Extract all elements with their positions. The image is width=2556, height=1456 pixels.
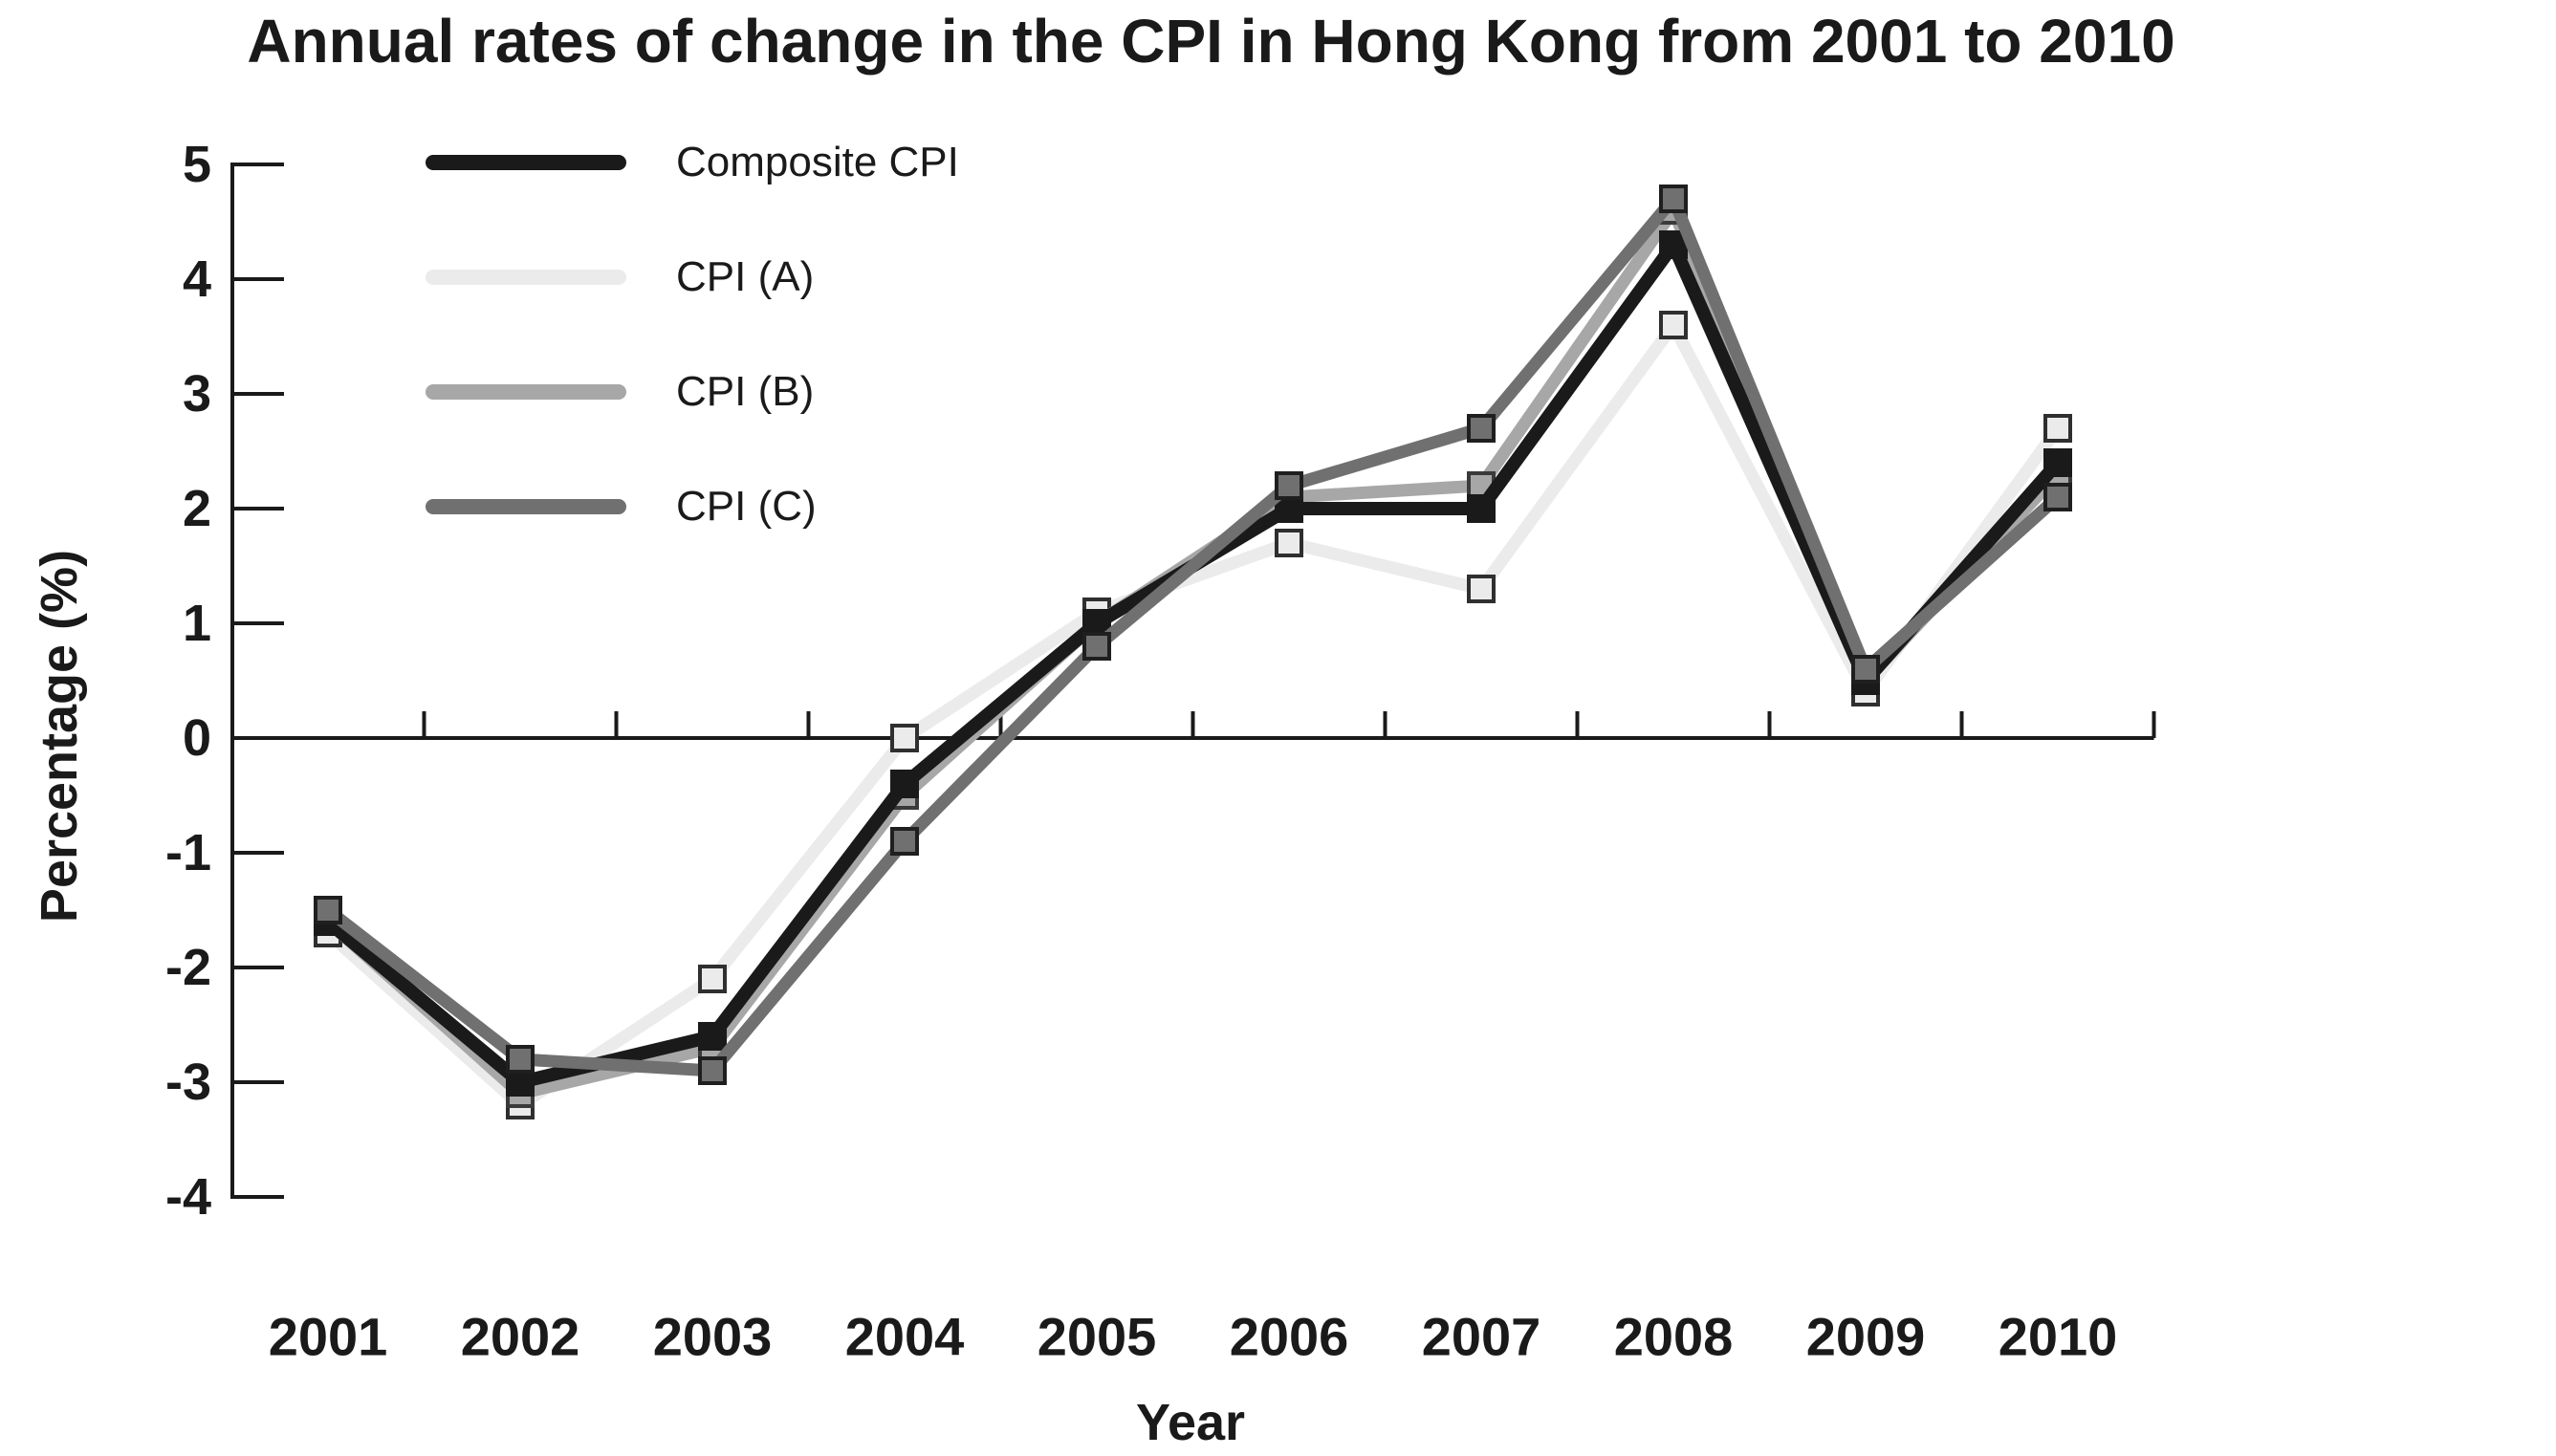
x-tick-label-2010: 2010 xyxy=(1999,1307,2118,1367)
cpi-c-line-swatch xyxy=(426,499,626,514)
y-tick-label-4: 4 xyxy=(183,250,211,308)
legend: Composite CPI CPI (A) CPI (B) CPI (C) xyxy=(426,139,959,530)
x-tick-label-2003: 2003 xyxy=(653,1307,773,1367)
cpi-a-marker-2006 xyxy=(1275,529,1303,557)
cpi-c-marker-2001 xyxy=(314,896,342,924)
legend-item-composite-cpi: Composite CPI xyxy=(426,139,959,185)
composite-cpi-marker-2008 xyxy=(1659,230,1688,259)
cpi-c-line xyxy=(324,186,2063,1077)
chart-title: Annual rates of change in the CPI in Hon… xyxy=(247,7,2175,76)
cpi-c-marker-2004 xyxy=(890,827,919,856)
cpi-a-marker-2004 xyxy=(890,724,919,752)
legend-item-cpi-c: CPI (C) xyxy=(426,483,959,530)
cpi-c-marker-2009 xyxy=(1851,655,1880,684)
x-tick-label-2006: 2006 xyxy=(1230,1307,1349,1367)
x-tick-label-2004: 2004 xyxy=(845,1307,965,1367)
legend-label-composite-cpi: Composite CPI xyxy=(676,139,959,185)
cpi-c-marker-2006 xyxy=(1275,471,1303,500)
y-tick-label--1: -1 xyxy=(165,824,211,881)
cpi-c-marker-2005 xyxy=(1082,632,1111,661)
y-tick-label-2: 2 xyxy=(183,480,211,537)
legend-item-cpi-b: CPI (B) xyxy=(426,368,959,415)
composite-cpi-marker-2010 xyxy=(2043,448,2072,477)
y-tick-label-1: 1 xyxy=(183,595,211,652)
x-tick-label-2009: 2009 xyxy=(1806,1307,1926,1367)
legend-item-cpi-a: CPI (A) xyxy=(426,253,959,300)
y-tick-label--2: -2 xyxy=(165,939,211,996)
y-tick-label-0: 0 xyxy=(183,709,211,767)
x-tick-label-2005: 2005 xyxy=(1038,1307,1157,1367)
y-tick-label-3: 3 xyxy=(183,365,211,423)
cpi-a-marker-2008 xyxy=(1659,311,1688,339)
y-tick-label--3: -3 xyxy=(165,1054,211,1111)
cpi-c-marker-2008 xyxy=(1659,185,1688,213)
composite-cpi-marker-2004 xyxy=(890,770,919,798)
legend-label-cpi-b: CPI (B) xyxy=(676,368,815,415)
composite-cpi-marker-2007 xyxy=(1467,494,1496,523)
cpi-a-marker-2003 xyxy=(698,965,727,993)
series-cpi-c xyxy=(314,185,2072,1085)
cpi-a-line-swatch xyxy=(426,270,626,285)
composite-cpi-line-swatch xyxy=(426,155,626,170)
x-tick-label-2007: 2007 xyxy=(1422,1307,1541,1367)
legend-label-cpi-c: CPI (C) xyxy=(676,483,817,530)
x-tick-label-2001: 2001 xyxy=(269,1307,388,1367)
x-tick-label-2008: 2008 xyxy=(1614,1307,1734,1367)
y-axis-title: Percentage (%) xyxy=(31,549,88,924)
x-axis-title: Year xyxy=(1135,1394,1246,1451)
y-tick-label-5: 5 xyxy=(183,136,211,193)
cpi-c-marker-2003 xyxy=(698,1056,727,1085)
cpi-a-marker-2010 xyxy=(2043,414,2072,443)
cpi-c-marker-2002 xyxy=(506,1045,535,1074)
cpi-a-marker-2007 xyxy=(1467,575,1496,603)
x-tick-label-2002: 2002 xyxy=(461,1307,580,1367)
y-tick-label--4: -4 xyxy=(165,1168,211,1226)
cpi-c-marker-2010 xyxy=(2043,483,2072,511)
cpi-b-line-swatch xyxy=(426,384,626,400)
composite-cpi-marker-2003 xyxy=(698,1022,727,1051)
legend-label-cpi-a: CPI (A) xyxy=(676,253,815,300)
cpi-a-line xyxy=(323,313,2064,1114)
cpi-c-marker-2007 xyxy=(1467,414,1496,443)
